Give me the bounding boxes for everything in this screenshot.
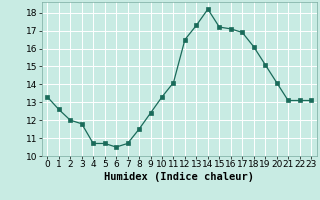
X-axis label: Humidex (Indice chaleur): Humidex (Indice chaleur) <box>104 172 254 182</box>
